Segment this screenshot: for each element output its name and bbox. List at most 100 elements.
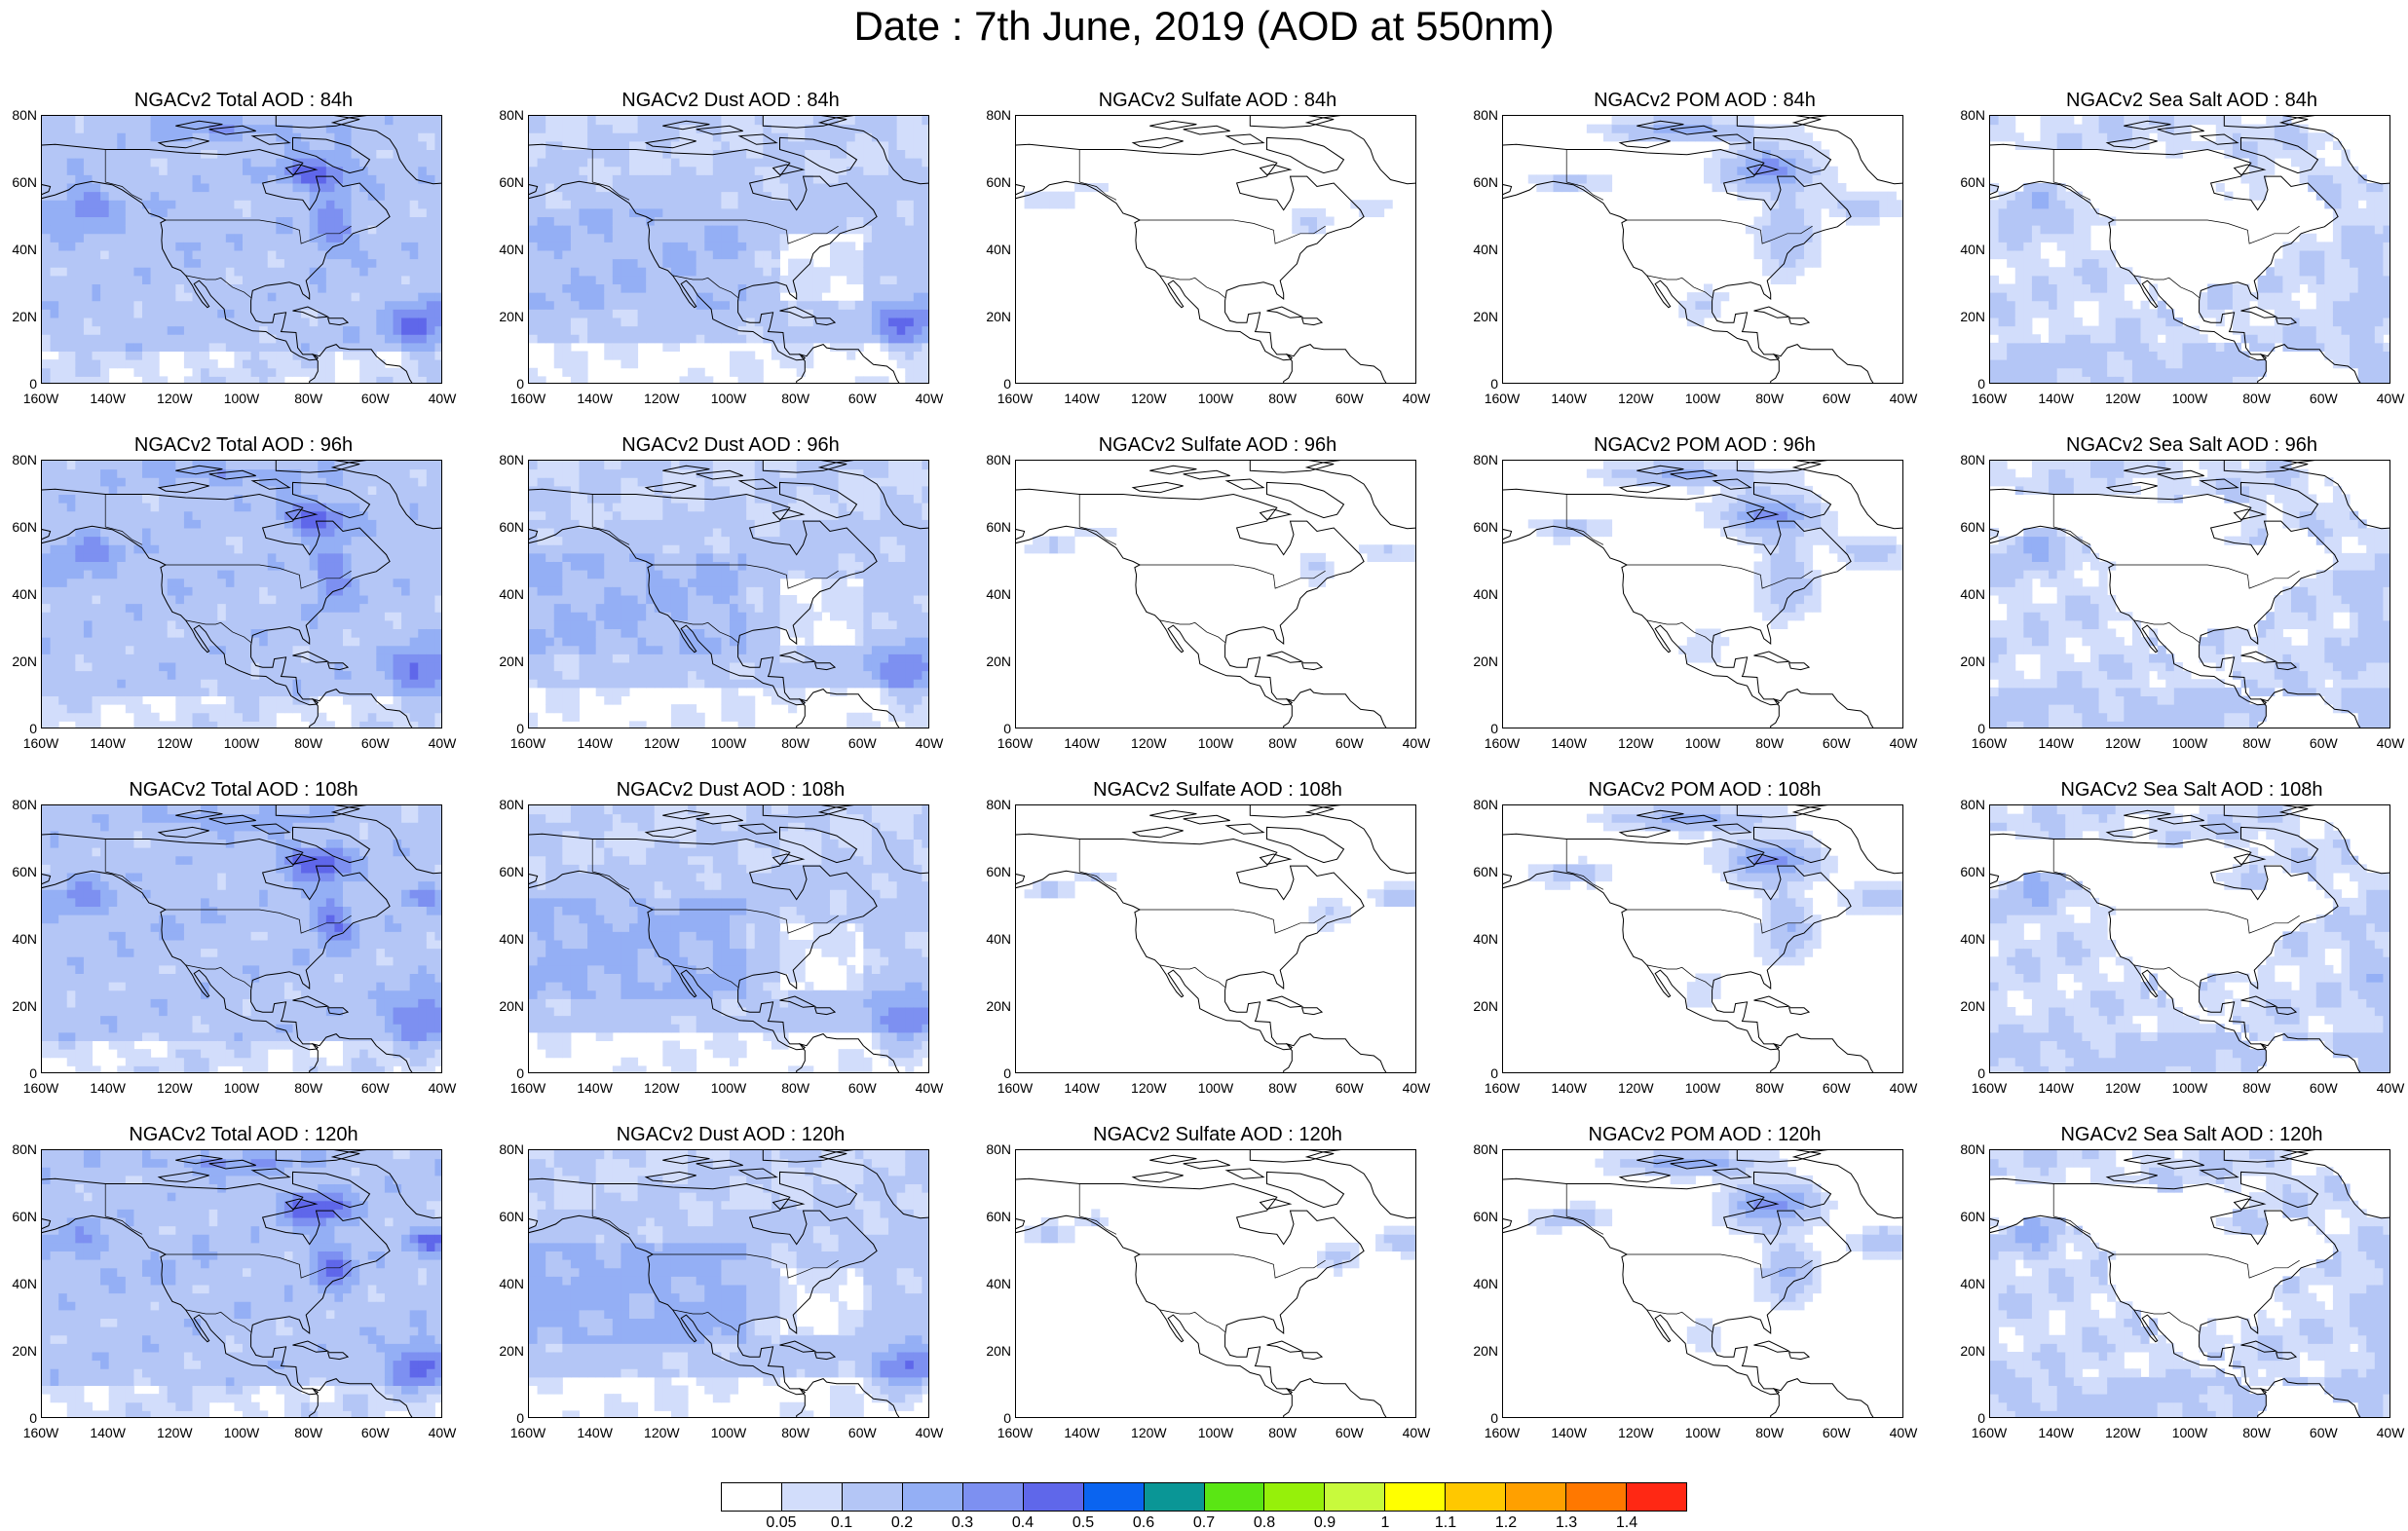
aod-cell (208, 561, 218, 571)
aod-cell (276, 317, 285, 327)
aod-cell (351, 124, 360, 133)
aod-cell (1595, 174, 1604, 184)
aod-cell (562, 309, 572, 318)
aod-cell (1821, 158, 1830, 168)
aod-cell (662, 158, 672, 168)
aod-cell (125, 166, 134, 175)
aod-cell (1998, 359, 2008, 369)
aod-cell (796, 225, 806, 235)
aod-cell (905, 309, 915, 318)
aod-cell (225, 628, 235, 638)
aod-cell (75, 300, 85, 310)
aod-cell (612, 267, 621, 277)
aod-cell (1737, 183, 1747, 193)
aod-cell (409, 342, 419, 353)
aod-cell (183, 670, 193, 680)
aod-cell (637, 242, 647, 251)
aod-cell (175, 544, 185, 554)
aod-cell (779, 351, 789, 360)
aod-cell (1762, 191, 1772, 201)
aod-cell (604, 200, 614, 209)
aod-cell (100, 603, 110, 613)
aod-cell (2049, 342, 2058, 353)
aod-cell (125, 695, 134, 705)
aod-cell (2090, 292, 2100, 302)
aod-cell (334, 207, 344, 218)
aod-cell (637, 216, 647, 226)
aod-cell (66, 468, 76, 478)
aod-cell (2274, 140, 2283, 151)
aod-cell (434, 124, 441, 133)
aod-cell (100, 267, 110, 277)
aod-cell (2291, 325, 2301, 335)
aod-cell (175, 334, 185, 344)
aod-cell (301, 124, 311, 133)
aod-cell (117, 166, 127, 175)
aod-cell (788, 207, 798, 218)
aod-cell (688, 309, 697, 318)
aod-cell (1804, 225, 1814, 235)
aod-cell (58, 275, 68, 285)
aod-cell (2357, 250, 2367, 260)
aod-cell (704, 233, 714, 243)
aod-cell (854, 200, 864, 209)
aod-cell (579, 200, 588, 209)
aod-cell (629, 300, 639, 310)
aod-cell (779, 116, 789, 126)
aod-cell (730, 166, 739, 175)
aod-cell (1603, 124, 1613, 133)
aod-cell (359, 359, 369, 369)
aod-cell (376, 258, 386, 268)
aod-cell (880, 334, 889, 344)
aod-cell (142, 158, 152, 168)
aod-cell (2383, 275, 2389, 285)
aod-cell (796, 300, 806, 310)
aod-cell (183, 570, 193, 579)
aod-cell (871, 309, 881, 318)
aod-cell (1611, 124, 1621, 133)
arctic-island-coastline (2124, 120, 2171, 131)
aod-cell (283, 225, 293, 235)
aod-cell (2149, 325, 2159, 335)
aod-cell (418, 166, 428, 175)
aod-cell (2073, 124, 2083, 133)
aod-cell (2082, 140, 2091, 151)
aod-cell (66, 477, 76, 487)
aod-cell (2207, 283, 2217, 293)
longitude-tick-label: 120W (1618, 391, 1654, 406)
aod-cell (2315, 300, 2325, 310)
aod-cell (208, 191, 218, 201)
aod-cell (401, 116, 411, 126)
aod-cell (325, 116, 335, 126)
aod-cell (133, 485, 143, 496)
aod-cell (401, 149, 411, 159)
aod-cell (175, 695, 185, 705)
aod-cell (2023, 242, 2033, 251)
aod-cell (712, 207, 722, 218)
aod-cell (2082, 359, 2091, 369)
aod-cell (654, 334, 663, 344)
aod-cell (318, 292, 327, 302)
aod-cell (1990, 207, 2000, 218)
aod-cell (595, 300, 605, 310)
aod-cell (2124, 317, 2133, 327)
aod-cell (771, 300, 780, 310)
aod-cell (2023, 233, 2033, 243)
aod-cell (662, 317, 672, 327)
aod-cell (376, 250, 386, 260)
aod-cell (225, 528, 235, 538)
aod-cell (871, 216, 881, 226)
aod-cell (208, 721, 218, 728)
aod-cell (292, 292, 302, 302)
aod-cell (2090, 216, 2100, 226)
aod-cell (125, 233, 134, 243)
map-panel-sulfate-84h: NGACv2 Sulfate AOD : 84h 80N 60N 40N 20N 0 160… (974, 88, 1461, 419)
aod-cell (325, 200, 335, 209)
aod-cell (150, 116, 160, 126)
aod-cell (434, 166, 441, 175)
aod-cell (83, 679, 93, 689)
aod-cell (83, 645, 93, 654)
aod-cell (913, 359, 922, 369)
aod-cell (546, 216, 555, 226)
aod-cell (58, 216, 68, 226)
